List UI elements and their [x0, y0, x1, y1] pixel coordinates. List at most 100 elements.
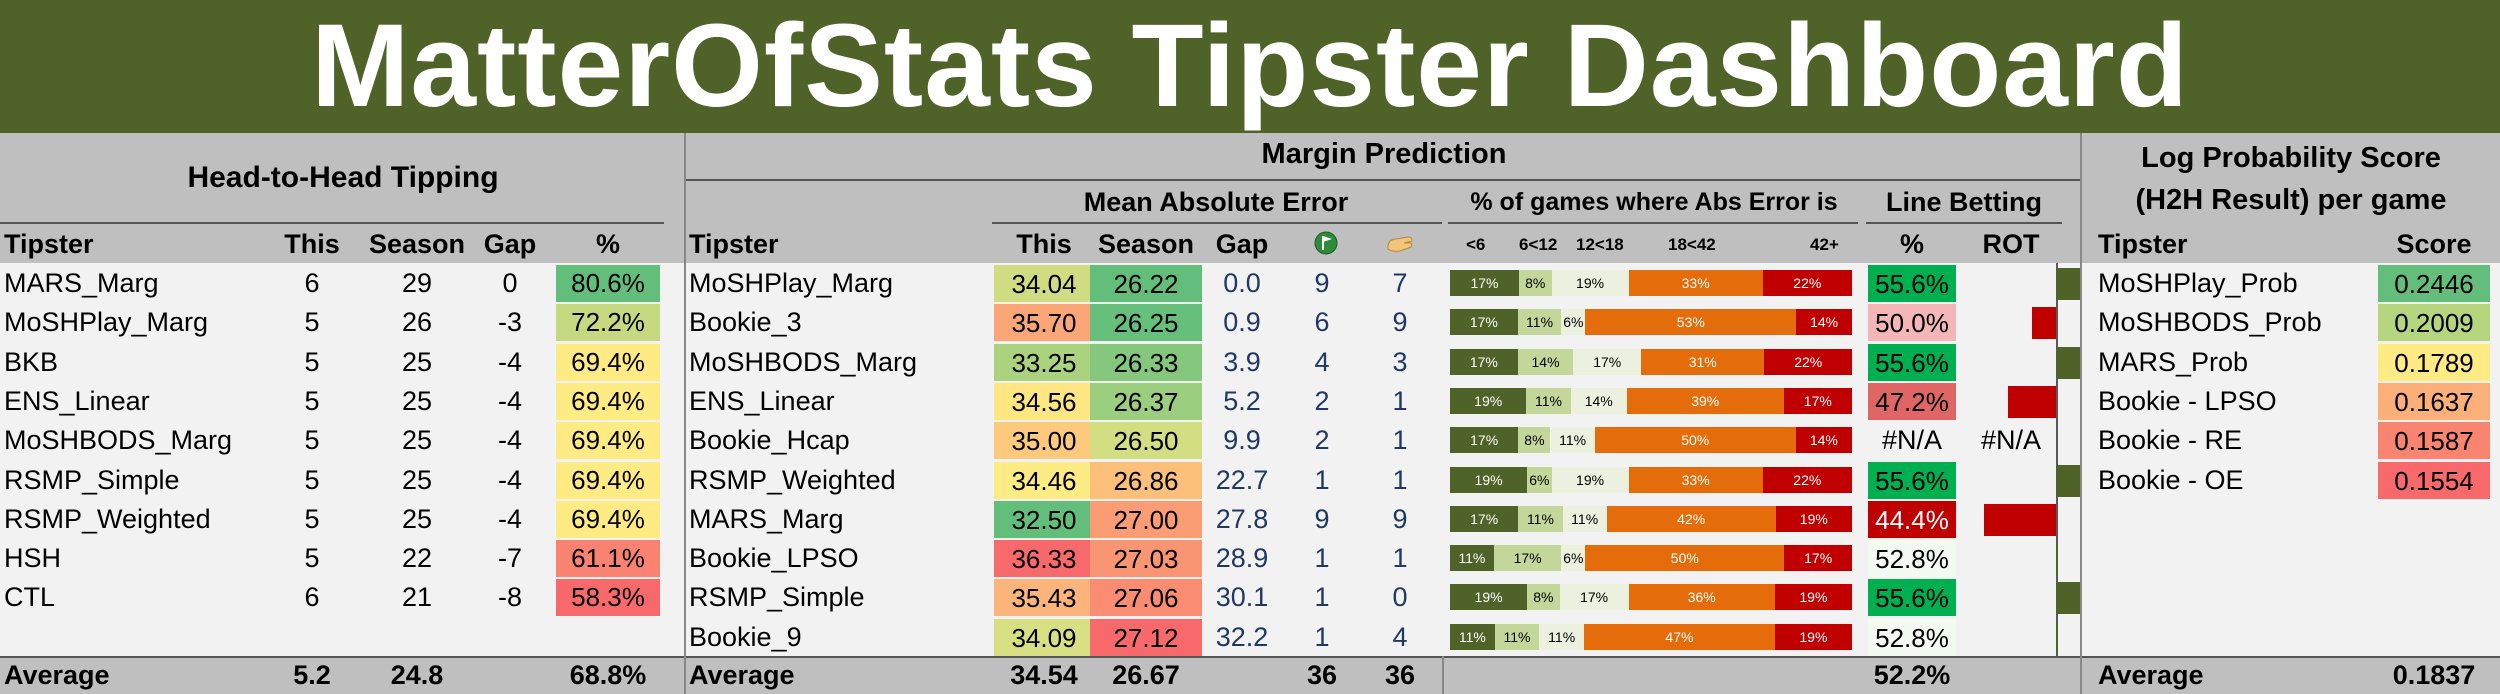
gap-value: -4 — [497, 385, 522, 416]
tipster-name: MARS_Marg — [689, 503, 844, 534]
dist-segment: 6% — [1527, 466, 1552, 493]
dist-segment: 11% — [1562, 505, 1607, 532]
line-underline — [1866, 222, 2062, 224]
tipster-name: ENS_Linear — [689, 385, 835, 416]
this-value: 5 — [304, 425, 320, 456]
dist-bucket-label: 12<18 — [1576, 235, 1624, 254]
rot-bar — [2056, 621, 2058, 654]
dist-segment: 11% — [1518, 505, 1563, 532]
tipster-name: Bookie_3 — [689, 307, 802, 338]
gap-value: -4 — [497, 503, 522, 534]
flag-count: 1 — [1314, 621, 1330, 652]
dist-segment: 19% — [1551, 466, 1629, 493]
rot-bar — [2056, 346, 2080, 379]
tipster-name: RSMP_Simple — [689, 582, 865, 613]
margin-average-lb: 52.2% — [1873, 660, 1951, 690]
tipster-name: MoSHBODS_Marg — [4, 425, 233, 456]
rot-axis — [2056, 263, 2058, 656]
mae-season-cell: 26.25 — [1090, 304, 1202, 342]
dist-segment: 36% — [1628, 584, 1775, 611]
mae-season-cell: 26.22 — [1090, 265, 1202, 302]
dist-segment: 17% — [1450, 348, 1518, 375]
lps-heading-line1: Log Probability Score — [2141, 142, 2441, 174]
dist-segment: 11% — [1450, 545, 1494, 572]
margin-average-hand: 36 — [1384, 660, 1416, 690]
mae-season-cell: 27.12 — [1090, 618, 1202, 656]
mae-season-cell: 26.50 — [1090, 422, 1202, 460]
dist-segment: 22% — [1762, 466, 1852, 493]
mae-this-cell: 35.00 — [994, 422, 1094, 460]
flag-icon — [1314, 231, 1338, 255]
line-betting-cell: 55.6% — [1868, 579, 1956, 617]
dist-segment: 33% — [1628, 270, 1763, 296]
dist-segment: 19% — [1450, 466, 1528, 493]
dist-segment: 17% — [1450, 427, 1519, 454]
line-betting-cell: 50.0% — [1868, 304, 1956, 342]
lps-header-bg — [2082, 133, 2500, 263]
dist-segment: 11% — [1550, 427, 1595, 454]
gap-value: 28.9 — [1215, 543, 1269, 574]
col-tipster: Tipster — [689, 229, 779, 259]
gap-value: -4 — [497, 425, 522, 456]
dist-bucket-label: 18<42 — [1668, 235, 1716, 254]
dist-segment: 17% — [1450, 505, 1519, 532]
this-value: 5 — [304, 503, 320, 534]
flag-count: 2 — [1314, 385, 1330, 416]
col-gap: Gap — [1215, 229, 1269, 259]
gap-value: -3 — [497, 307, 522, 338]
flag-count: 1 — [1314, 543, 1330, 574]
dist-segment: 19% — [1774, 584, 1852, 611]
season-value: 25 — [401, 425, 433, 456]
gap-value: -4 — [497, 346, 522, 377]
dist-segment: 6% — [1561, 309, 1586, 336]
score-cell: 0.2446 — [2378, 265, 2490, 302]
h2h-average-this: 5.2 — [293, 660, 331, 690]
dist-segment: 11% — [1494, 623, 1540, 650]
dist-bucket-label: <6 — [1466, 235, 1486, 254]
dist-segment: 8% — [1518, 427, 1551, 454]
dist-segment: 33% — [1628, 466, 1763, 493]
mae-this-cell: 35.70 — [994, 304, 1094, 342]
dist-segment: 14% — [1570, 387, 1627, 414]
margin-footer-bg — [686, 656, 2080, 694]
pct-cell: 69.4% — [556, 343, 660, 381]
flag-count: 1 — [1314, 582, 1330, 613]
pct-cell: 72.2% — [556, 304, 660, 342]
tipster-name: Bookie - LPSO — [2098, 385, 2277, 416]
col-season: Season — [1097, 229, 1195, 259]
rot-bar — [1984, 503, 2056, 536]
mae-this-cell: 36.33 — [994, 540, 1094, 578]
line-betting-cell: 55.6% — [1868, 265, 1956, 302]
hand-count: 1 — [1392, 425, 1408, 456]
dist-segment: 17% — [1450, 270, 1520, 296]
dist-segment: 22% — [1762, 270, 1852, 296]
dist-segment: 17% — [1559, 584, 1629, 611]
dist-segment: 17% — [1450, 309, 1518, 336]
h2h-panel: Head-to-Head Tipping Tipster This Season… — [0, 133, 686, 694]
gap-value: 32.2 — [1215, 621, 1269, 652]
tipster-name: BKB — [4, 346, 59, 377]
dist-segment: 14% — [1517, 348, 1574, 375]
mae-this-cell: 34.46 — [994, 461, 1094, 499]
dist-segment: 14% — [1796, 309, 1852, 336]
dist-segment: 19% — [1775, 505, 1852, 532]
flag-count: 6 — [1314, 307, 1330, 338]
dist-segment: 31% — [1641, 348, 1765, 375]
dist-bucket-label: 42+ — [1810, 235, 1839, 254]
score-cell: 0.1587 — [2378, 422, 2490, 460]
col-tipster: Tipster — [4, 229, 94, 259]
line-betting-cell: 44.4% — [1868, 500, 1956, 538]
line-betting-cell: 55.6% — [1868, 461, 1956, 499]
line-betting-cell: #N/A — [1881, 425, 1943, 456]
dist-segment: 11% — [1517, 309, 1562, 336]
gap-value: 9.9 — [1223, 425, 1261, 456]
flag-count: 9 — [1314, 503, 1330, 534]
tipster-name: Bookie - RE — [2098, 425, 2243, 456]
tipster-name: MoSHPlay_Marg — [4, 307, 209, 338]
this-value: 6 — [304, 268, 320, 298]
h2h-average-season: 24.8 — [390, 660, 444, 690]
gap-value: 27.8 — [1215, 503, 1269, 534]
h2h-footer-bg — [0, 656, 684, 694]
dist-segment: 47% — [1584, 623, 1775, 650]
hand-count: 7 — [1392, 268, 1408, 298]
